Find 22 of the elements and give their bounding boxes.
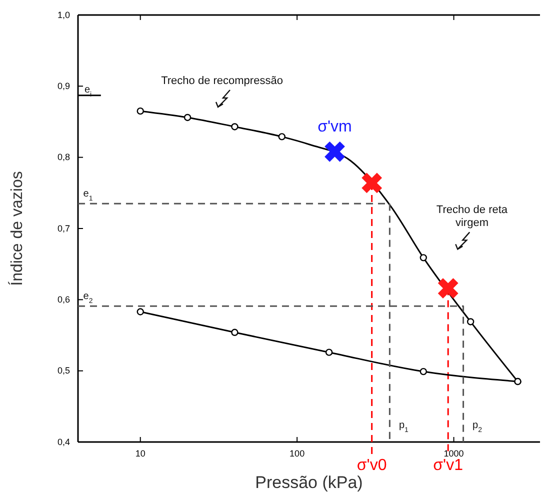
x-tick-label: 10 <box>135 448 146 458</box>
y-tick-label: 0,4 <box>57 436 70 447</box>
annotation: p$_{2}$ <box>472 420 482 434</box>
y-tick-label: 0,6 <box>57 294 70 305</box>
x-axis-title: Pressão (kPa) <box>255 473 363 492</box>
y-tick-label: 0,9 <box>57 81 70 92</box>
y-tick-label: 1,0 <box>57 10 70 20</box>
y-axis-title: Índice de vazios <box>8 171 26 286</box>
y-tick-label: 0,7 <box>57 223 70 234</box>
annotation: p$_{1}$ <box>398 420 409 434</box>
ref-line-label: σ'v0 <box>356 457 387 474</box>
annotation: Trecho de reta virgem <box>436 204 508 230</box>
x-tick-label: 1000 <box>444 448 464 458</box>
annotation: e$_{2}$ <box>83 291 93 305</box>
annotation: e$_{1}$ <box>83 188 93 202</box>
annotation: Trecho de recompressão <box>161 75 283 87</box>
ref-line-label: σ'v1 <box>433 457 464 474</box>
annotation: σ'vm <box>318 118 352 136</box>
y-tick-label: 0,8 <box>57 152 70 162</box>
y-tick-label: 0,5 <box>57 366 70 376</box>
x-tick-label: 100 <box>290 448 305 458</box>
annotation: e$_{i}$ <box>84 84 92 98</box>
